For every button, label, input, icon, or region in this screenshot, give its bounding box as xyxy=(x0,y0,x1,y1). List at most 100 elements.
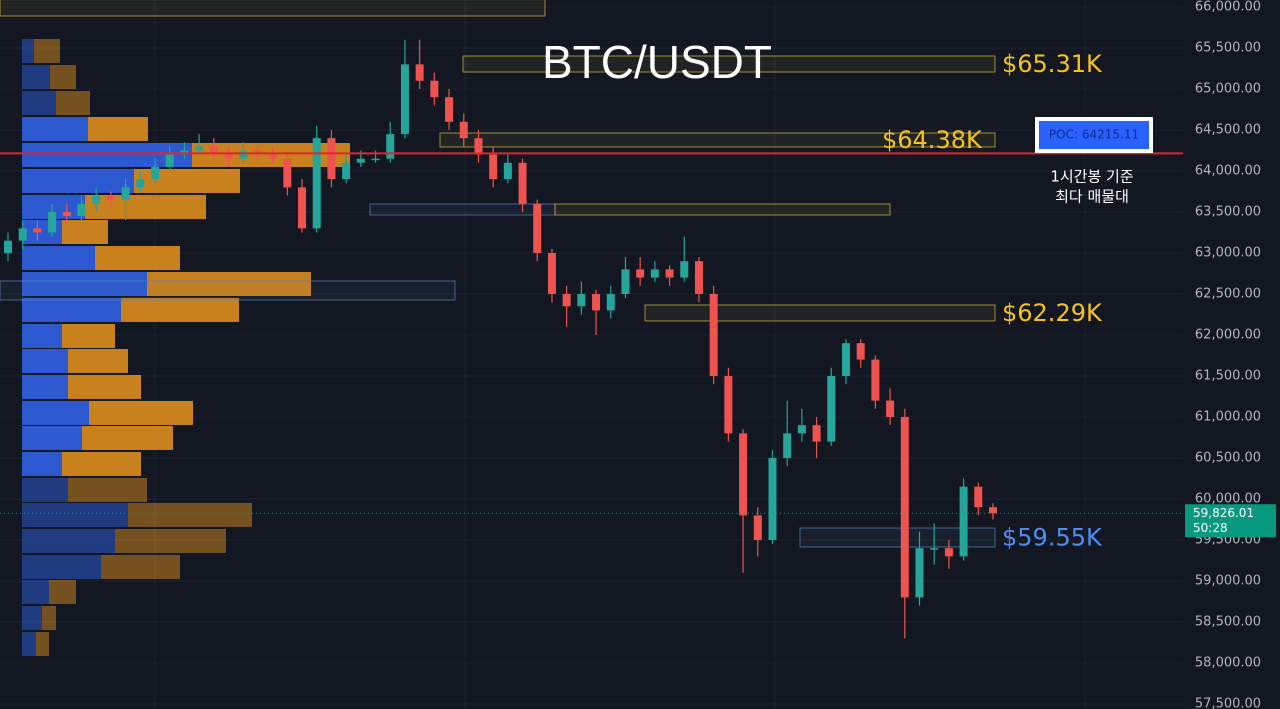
candle-body xyxy=(636,269,645,278)
profile-down xyxy=(36,631,49,656)
profile-down xyxy=(95,245,180,270)
y-tick-label: 57,500.00 xyxy=(1195,696,1261,709)
profile-up xyxy=(22,297,121,322)
annotation: 최다 매물대 xyxy=(1055,188,1129,206)
profile-down xyxy=(42,605,56,630)
candle-body xyxy=(121,187,130,200)
candle-body xyxy=(900,416,909,598)
candle-body xyxy=(503,162,512,180)
candle-body xyxy=(224,154,233,159)
candle-body xyxy=(136,179,145,188)
profile-up xyxy=(22,451,62,476)
zone xyxy=(369,203,556,216)
candle-body xyxy=(606,293,615,311)
candle-body xyxy=(62,211,71,217)
profile-up xyxy=(22,477,68,502)
candle-body xyxy=(4,240,12,253)
profile-down xyxy=(85,194,206,219)
profile-up xyxy=(22,142,192,167)
profile-down xyxy=(34,39,60,64)
candle-body xyxy=(768,457,777,540)
profile-up xyxy=(22,116,88,141)
candle-body xyxy=(459,121,468,139)
candle-body xyxy=(753,515,762,540)
candle-body xyxy=(209,146,218,155)
candle-body xyxy=(92,195,101,204)
candle-body xyxy=(445,97,454,122)
candle-body xyxy=(312,138,321,229)
profile-up xyxy=(22,323,62,348)
price-tag-value: 59,826.01 xyxy=(1193,506,1254,520)
candle-body xyxy=(841,343,850,376)
candle-body xyxy=(386,134,395,159)
candle-body xyxy=(33,228,42,233)
profile-up xyxy=(22,528,115,553)
profile-down xyxy=(89,400,193,425)
profile-up xyxy=(22,348,68,373)
candle-body xyxy=(930,548,939,550)
candle-body xyxy=(489,154,498,180)
profile-down xyxy=(56,90,90,115)
candle-body xyxy=(430,80,439,98)
candle-body xyxy=(342,162,351,180)
candle-body xyxy=(518,162,527,204)
y-tick-label: 58,500.00 xyxy=(1195,614,1261,629)
y-tick-label: 59,000.00 xyxy=(1195,573,1261,588)
candle-body xyxy=(371,158,380,161)
profile-up xyxy=(22,554,101,579)
poc-box xyxy=(1039,121,1149,149)
profile-down xyxy=(88,116,148,141)
candle-body xyxy=(151,166,160,180)
candle-body xyxy=(724,375,733,434)
profile-down xyxy=(101,554,180,579)
profile-up xyxy=(22,605,42,630)
candle-body xyxy=(268,154,277,159)
price-tag-side xyxy=(1268,504,1276,538)
profile-up xyxy=(22,425,82,450)
profile-down xyxy=(62,219,108,244)
profile-down xyxy=(82,425,173,450)
profile-up xyxy=(22,374,68,399)
zone xyxy=(0,0,546,17)
profile-down xyxy=(121,297,239,322)
candle-body xyxy=(106,195,115,200)
y-tick-label: 63,000.00 xyxy=(1195,245,1261,260)
candle-body xyxy=(239,150,248,159)
profile-up xyxy=(22,65,50,89)
zone-label: $64.38K xyxy=(882,126,983,154)
profile-up xyxy=(22,631,36,656)
candle-body xyxy=(18,228,27,241)
profile-up xyxy=(22,579,49,604)
candle-body xyxy=(474,138,483,155)
profile-down xyxy=(134,168,240,193)
candle-body xyxy=(797,425,806,434)
profile-up xyxy=(22,502,128,527)
candle-body xyxy=(356,158,365,163)
y-tick-label: 62,000.00 xyxy=(1195,327,1261,342)
y-tick-label: 64,500.00 xyxy=(1195,122,1261,137)
candle-body xyxy=(283,158,292,188)
y-tick-label: 60,000.00 xyxy=(1195,491,1261,506)
candle-body xyxy=(415,64,424,81)
profile-down xyxy=(68,374,141,399)
candle-body xyxy=(327,138,336,180)
zone-label: $59.55K xyxy=(1002,523,1103,551)
profile-down xyxy=(68,348,128,373)
y-tick-label: 62,500.00 xyxy=(1195,286,1261,301)
candle-body xyxy=(783,433,792,458)
profile-down xyxy=(62,323,115,348)
y-tick-label: 61,000.00 xyxy=(1195,409,1261,424)
profile-down xyxy=(147,271,311,296)
zone xyxy=(554,203,891,216)
zone xyxy=(799,527,996,548)
candle-body xyxy=(827,375,836,442)
profile-up xyxy=(22,271,147,296)
zone xyxy=(644,304,996,322)
candle-body xyxy=(577,293,586,307)
price-tag xyxy=(1185,504,1270,538)
poc-label: POC: 64215.11 xyxy=(1049,128,1139,142)
y-tick-label: 66,000.00 xyxy=(1195,0,1261,14)
